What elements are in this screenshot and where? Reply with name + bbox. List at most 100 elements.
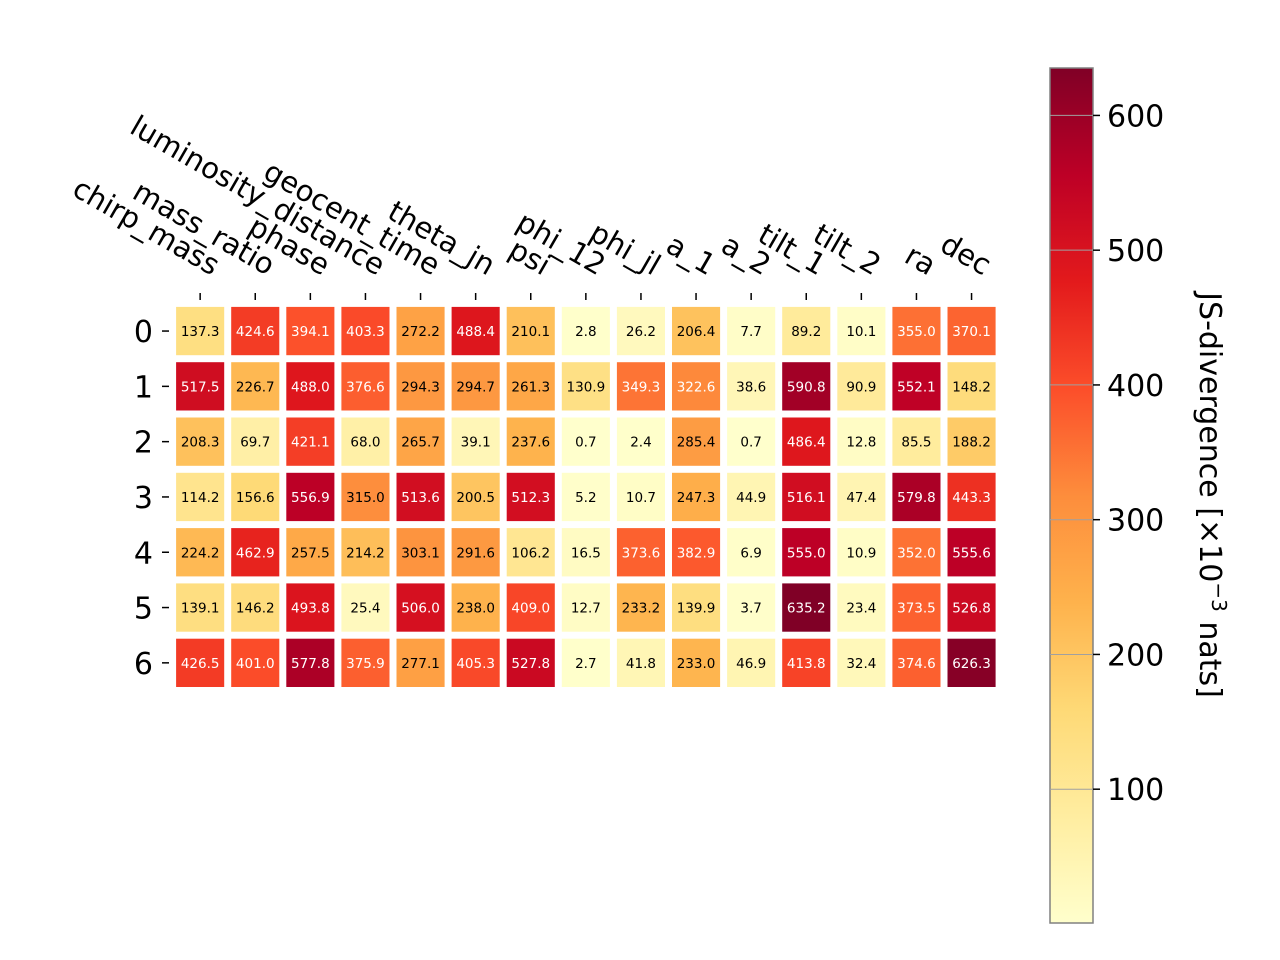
- heatmap-cell: [176, 583, 225, 632]
- heatmap-cell: [782, 417, 831, 466]
- heatmap-cell: [231, 583, 280, 632]
- heatmap-cell: [616, 306, 665, 356]
- heatmap-cell: [672, 583, 721, 632]
- cell-value-label: 41.8: [626, 656, 656, 672]
- heatmap-cell: [892, 528, 941, 577]
- cell-value-label: 12.8: [846, 435, 876, 451]
- cell-value-label: 375.9: [346, 656, 385, 672]
- heatmap-cell: [286, 528, 335, 577]
- cell-value-label: 32.4: [846, 656, 876, 672]
- heatmap-cell: [341, 583, 390, 632]
- heatmap-cell: [837, 472, 886, 522]
- cell-value-label: 376.6: [346, 379, 385, 395]
- cell-value-label: 373.6: [622, 545, 661, 561]
- heatmap-cell: [947, 417, 996, 466]
- cell-value-label: 352.0: [897, 545, 936, 561]
- cell-value-label: 590.8: [787, 379, 826, 395]
- cell-value-label: 156.6: [236, 490, 275, 506]
- heatmap-cell: [727, 583, 776, 632]
- cell-value-label: 373.5: [897, 601, 936, 617]
- cell-value-label: 247.3: [677, 490, 716, 506]
- column-label: ra: [899, 238, 942, 282]
- heatmap-cell: [727, 306, 776, 356]
- heatmap-cell: [561, 583, 610, 632]
- heatmap-cell: [396, 638, 445, 687]
- heatmap-cell: [947, 528, 996, 577]
- cell-value-label: 25.4: [350, 601, 380, 617]
- cell-value-label: 294.3: [401, 379, 440, 395]
- colorbar-tick-label: 600: [1107, 99, 1164, 134]
- cell-value-label: 89.2: [791, 324, 821, 340]
- heatmap-cell: [892, 362, 941, 411]
- heatmap-cell: [286, 417, 335, 466]
- heatmap-cell: [561, 528, 610, 577]
- heatmap-cell: [892, 638, 941, 687]
- cell-value-label: 516.1: [787, 490, 826, 506]
- heatmap-cell: [506, 528, 555, 577]
- heatmap-cell: [396, 306, 445, 356]
- heatmap-cell: [231, 306, 280, 356]
- heatmap-cell: [616, 583, 665, 632]
- heatmap-cell: [561, 638, 610, 687]
- cell-value-label: 405.3: [456, 656, 495, 672]
- cell-value-label: 208.3: [181, 435, 220, 451]
- heatmap-cell: [231, 417, 280, 466]
- heatmap-cell: [341, 417, 390, 466]
- colorbar-label-suffix: nats]: [1192, 612, 1227, 698]
- cell-value-label: 626.3: [952, 656, 991, 672]
- cell-value-label: 272.2: [401, 324, 440, 340]
- heatmap-cell: [616, 472, 665, 522]
- cell-value-label: 555.0: [787, 545, 826, 561]
- heatmap-cell: [341, 472, 390, 522]
- heatmap-cell: [231, 362, 280, 411]
- cell-value-label: 3.7: [740, 601, 761, 617]
- cell-value-label: 443.3: [952, 490, 991, 506]
- cell-value-label: 7.7: [740, 324, 761, 340]
- colorbar-gradient: [1049, 67, 1094, 924]
- cell-value-label: 303.1: [401, 545, 440, 561]
- heatmap-cell: [727, 417, 776, 466]
- cell-value-label: 139.1: [181, 601, 220, 617]
- heatmap-cell: [451, 417, 500, 466]
- cell-value-label: 394.1: [291, 324, 330, 340]
- heatmap-cell: [947, 638, 996, 687]
- cell-value-label: 577.8: [291, 656, 330, 672]
- cell-value-label: 214.2: [346, 545, 385, 561]
- cell-value-label: 12.7: [571, 601, 601, 617]
- heatmap-cell: [947, 583, 996, 632]
- heatmap-cell: [176, 528, 225, 577]
- cell-value-label: 85.5: [901, 435, 931, 451]
- colorbar-ticks: 100 200 300 400 500 600: [1050, 99, 1164, 808]
- heatmap-cell: [176, 472, 225, 522]
- heatmap-cell: [561, 417, 610, 466]
- heatmap-cell: [176, 417, 225, 466]
- heatmap-cell: [231, 528, 280, 577]
- heatmap-cell: [286, 472, 335, 522]
- heatmap-cell: [286, 638, 335, 687]
- heatmap-cell: [341, 638, 390, 687]
- cell-value-label: 488.4: [456, 324, 495, 340]
- cell-value-label: 210.1: [511, 324, 550, 340]
- cell-value-label: 10.7: [626, 490, 656, 506]
- cell-value-label: 526.8: [952, 601, 991, 617]
- cell-value-label: 488.0: [291, 379, 330, 395]
- cell-value-label: 130.9: [567, 379, 606, 395]
- heatmap-cell: [451, 583, 500, 632]
- heatmap-cell: [837, 306, 886, 356]
- heatmap-cell: [892, 306, 941, 356]
- cell-value-label: 403.3: [346, 324, 385, 340]
- colorbar-tick-label: 100: [1107, 773, 1164, 808]
- heatmap-cell: [231, 638, 280, 687]
- cell-value-label: 146.2: [236, 601, 275, 617]
- heatmap-cell: [176, 306, 225, 356]
- cell-value-label: 285.4: [677, 435, 716, 451]
- cell-value-label: 493.8: [291, 601, 330, 617]
- heatmap-cell: [561, 306, 610, 356]
- heatmap-cell: [672, 417, 721, 466]
- cell-value-label: 2.7: [575, 656, 596, 672]
- cell-value-label: 5.2: [575, 490, 596, 506]
- row-label: 1: [134, 370, 153, 405]
- cell-value-label: 10.9: [846, 545, 876, 561]
- cell-value-label: 421.1: [291, 435, 330, 451]
